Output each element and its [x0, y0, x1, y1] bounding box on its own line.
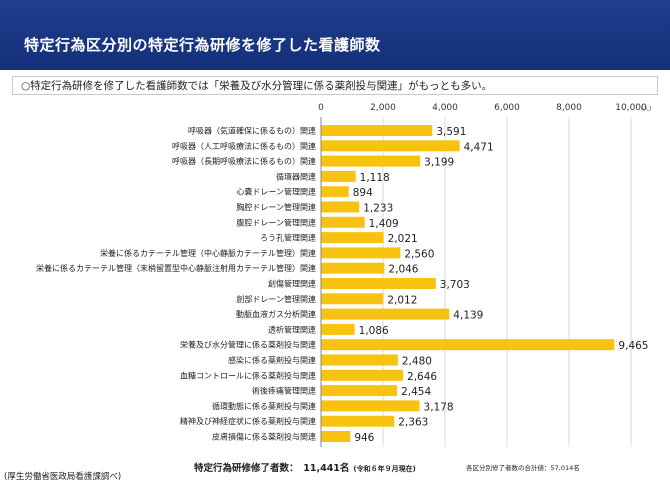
value-label: 9,465: [618, 340, 648, 352]
value-label: 3,178: [424, 401, 454, 413]
value-label: 3,199: [424, 157, 454, 169]
category-label: 胸腔ドレーン管理関連: [236, 202, 316, 212]
bar: [321, 400, 420, 412]
bar: [321, 415, 395, 427]
value-label: 1,118: [360, 172, 390, 184]
header-banner: 特定行為区分別の特定行為研修を修了した看護師数: [0, 0, 670, 70]
page-title: 特定行為区分別の特定行為研修を修了した看護師数: [24, 36, 381, 54]
total-date-note: (令和６年９月現在): [353, 465, 416, 473]
value-label: 2,560: [404, 248, 434, 260]
category-label: 動脈血液ガス分析関連: [236, 309, 316, 319]
total-label: 特定行為研修修了者数： 11,441名: [194, 463, 350, 474]
category-label: 術後疼痛管理関連: [252, 386, 316, 396]
category-label: 循環器関連: [276, 171, 316, 181]
total-completers: 特定行為研修修了者数： 11,441名 (令和６年９月現在): [194, 460, 416, 474]
value-label: 2,454: [401, 386, 431, 398]
value-label: 1,409: [369, 218, 399, 230]
bar: [321, 186, 349, 198]
summary-box: ○特定行為研修を修了した看護師数では「栄養及び水分管理に係る薬剤投与関連」がもっ…: [12, 76, 658, 95]
source-note: (厚生労働省医政局看護課調べ): [4, 472, 122, 482]
category-label: 心嚢ドレーン管理関連: [236, 187, 316, 197]
value-label: 3,591: [436, 126, 466, 138]
value-label: 4,139: [453, 310, 483, 322]
category-label: 皮膚損傷に係る薬剤投与関連: [212, 432, 316, 442]
x-tick-label: 6,000: [494, 103, 520, 113]
value-label: 3,703: [440, 279, 470, 291]
value-label: 2,021: [388, 233, 418, 245]
category-label: ろう孔管理関連: [260, 233, 316, 243]
value-label: 1,086: [359, 325, 389, 337]
bar: [321, 431, 351, 442]
value-label: 946: [354, 432, 374, 444]
x-tick-label: 8,000: [556, 103, 582, 113]
category-label: 栄養及び水分管理に係る薬剤投与関連: [180, 340, 316, 350]
category-label: 循環動態に係る薬剤投与関連: [212, 401, 316, 411]
category-label: 血糖コントロールに係る薬剤投与関連: [180, 370, 316, 380]
x-tick-label: 10,000: [615, 103, 647, 113]
bar: [321, 293, 384, 305]
category-label: 栄養に係るカテーテル管理（中心静脈カテーテル管理）関連: [100, 248, 316, 258]
bar: [321, 308, 450, 320]
bar: [321, 369, 404, 381]
value-label: 2,646: [407, 371, 437, 383]
category-label: 呼吸器（人工呼吸療法に係るもの）関連: [172, 141, 316, 151]
category-label: 呼吸器（長期呼吸療法に係るもの）関連: [172, 156, 316, 166]
value-label: 2,363: [398, 417, 428, 429]
bar: [321, 385, 398, 397]
bar: [321, 170, 356, 182]
bar: [321, 140, 460, 152]
category-label: 呼吸器（気道確保に係るもの）関連: [188, 126, 316, 136]
category-label: 精神及び神経症状に係る薬剤投与関連: [180, 416, 316, 426]
bar: [321, 323, 355, 335]
bar: [321, 125, 433, 136]
summary-text: ○特定行為研修を修了した看護師数では「栄養及び水分管理に係る薬剤投与関連」がもっ…: [21, 80, 493, 92]
value-label: 2,046: [388, 264, 418, 276]
value-label: 2,012: [387, 294, 417, 306]
category-label: 腹腔ドレーン管理関連: [236, 217, 316, 227]
category-sum-note: 各区分別修了者数の合計値：57,014名: [466, 464, 580, 472]
bar: [321, 247, 401, 259]
x-tick-label: 0: [318, 103, 324, 113]
value-label: 4,471: [464, 141, 494, 153]
category-label: 感染に係る薬剤投与関連: [228, 355, 316, 365]
bar: [321, 201, 360, 213]
value-label: 894: [353, 187, 373, 199]
value-label: 2,480: [402, 356, 432, 368]
bar: [321, 155, 421, 167]
category-label: 透析管理関連: [268, 324, 316, 334]
x-tick-label: 4,000: [432, 103, 458, 113]
x-tick-label: 2,000: [370, 103, 396, 113]
bar: [321, 216, 365, 228]
category-label: 創傷管理関連: [268, 279, 316, 289]
bar: [321, 278, 436, 289]
category-label: 栄養に係るカテーテル管理（末梢留置型中心静脈注射用カテーテル管理）関連: [36, 263, 316, 273]
category-label: 創部ドレーン管理関連: [236, 294, 316, 304]
bar: [321, 354, 398, 366]
bar: [321, 262, 385, 274]
bar: [321, 339, 615, 351]
unit-label: （人）: [637, 106, 655, 113]
bar: [321, 232, 384, 244]
value-label: 1,233: [363, 203, 393, 215]
